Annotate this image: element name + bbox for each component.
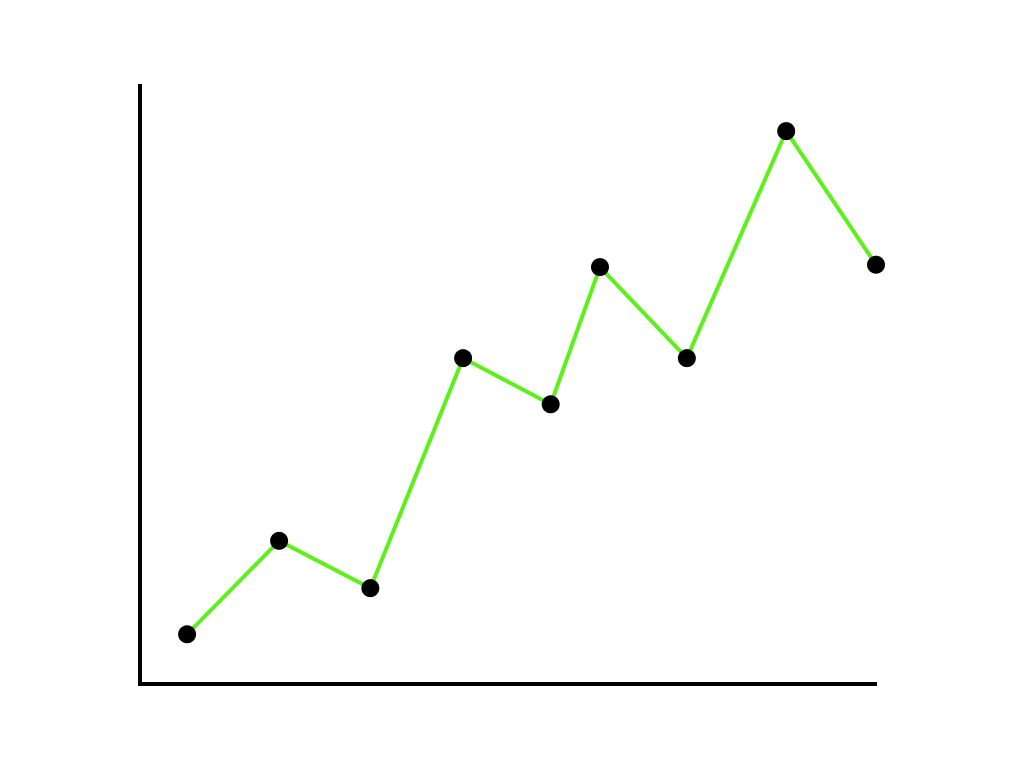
- point: [178, 625, 197, 644]
- point: [867, 255, 885, 274]
- series-line: [185, 126, 878, 636]
- point: [591, 258, 609, 277]
- point: [270, 531, 289, 550]
- point: [777, 122, 796, 141]
- point: [541, 395, 560, 414]
- point: [361, 579, 380, 598]
- point: [454, 349, 473, 368]
- point: [677, 349, 696, 368]
